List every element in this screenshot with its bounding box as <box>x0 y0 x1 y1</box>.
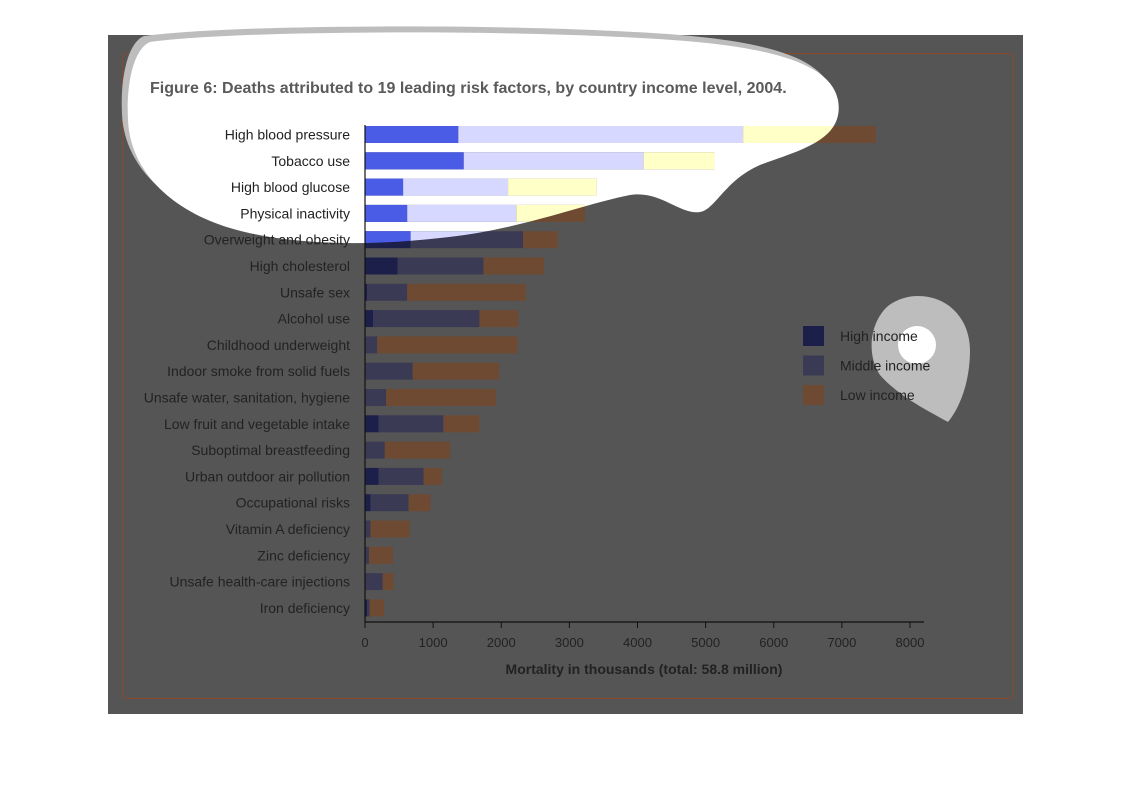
bar-highlight-high-income-4 <box>365 204 408 222</box>
bar-high-income-14 <box>365 467 379 485</box>
category-label-7: Unsafe sex <box>280 284 350 300</box>
category-label-4: Physical inactivity <box>240 205 350 221</box>
bar-highlight-low-income-3 <box>508 178 597 196</box>
category-label-5: Overweight and obesity <box>204 232 350 248</box>
lens-pin-hole <box>898 326 936 364</box>
bar-low-income-12 <box>443 415 480 433</box>
bar-low-income-19 <box>369 599 385 617</box>
bar-middle-income-18 <box>365 573 383 591</box>
bar-middle-income-14 <box>378 467 424 485</box>
bar-highlight-middle-income-4 <box>407 204 517 222</box>
bar-low-income-15 <box>408 494 431 512</box>
category-label-18: Unsafe health-care injections <box>169 574 350 590</box>
bar-low-income-7 <box>407 283 526 301</box>
bar-middle-income-9 <box>365 336 378 354</box>
bar-low-income-16 <box>370 520 410 538</box>
category-labels: High blood pressure Tobacco use High blood… <box>144 127 350 616</box>
category-label-2: Tobacco use <box>271 153 350 169</box>
x-tick-label-5: 5000 <box>691 635 720 650</box>
bar-middle-income-7 <box>367 283 408 301</box>
bar-middle-income-12 <box>378 415 444 433</box>
category-label-17: Zinc deficiency <box>257 547 350 563</box>
legend-swatch-middle-income <box>803 355 824 376</box>
bar-middle-income-6 <box>397 257 484 275</box>
bar-low-income-5 <box>523 231 558 249</box>
bar-low-income-18 <box>382 573 394 591</box>
bar-high-income-15 <box>365 494 371 512</box>
legend-label-low-income: Low income <box>840 387 915 403</box>
bar-highlight-high-income-3 <box>365 178 404 196</box>
x-tick-label-7: 7000 <box>827 635 856 650</box>
bar-low-income-14 <box>423 467 442 485</box>
bar-low-income-10 <box>412 362 500 380</box>
category-label-14: Urban outdoor air pollution <box>185 468 350 484</box>
bar-middle-income-8 <box>373 310 480 328</box>
x-tick-label-8: 8000 <box>896 635 925 650</box>
bar-low-income-11 <box>386 389 496 406</box>
category-label-19: Iron deficiency <box>260 600 350 616</box>
bar-low-income-8 <box>479 310 519 328</box>
x-tick-label-3: 3000 <box>555 635 584 650</box>
category-label-3: High blood glucose <box>231 179 350 195</box>
x-tick-label-2: 2000 <box>487 635 516 650</box>
bar-highlight-high-income-1 <box>365 126 459 143</box>
bar-middle-income-15 <box>370 494 409 512</box>
category-label-1: High blood pressure <box>225 127 351 143</box>
legend-swatch-low-income <box>803 385 824 405</box>
category-label-16: Vitamin A deficiency <box>226 521 350 537</box>
bar-middle-income-17 <box>365 546 370 564</box>
bar-highlight-middle-income-1 <box>458 126 744 143</box>
bar-middle-income-10 <box>365 362 413 380</box>
legend-swatch-high-income <box>803 326 824 346</box>
category-label-9: Childhood underweight <box>207 337 350 353</box>
bar-highlight-low-income-2 <box>643 152 715 170</box>
x-tick-label-6: 6000 <box>759 635 788 650</box>
chart-title: Figure 6: Deaths attributed to 19 leadin… <box>150 80 787 97</box>
bar-high-income-19 <box>365 599 368 617</box>
category-label-6: High cholesterol <box>250 258 350 274</box>
bar-middle-income-16 <box>365 520 371 538</box>
bar-middle-income-19 <box>367 599 370 617</box>
x-ticks: 0 1000 2000 3000 4000 5000 6000 7000 8000 <box>361 622 924 650</box>
bar-low-income-13 <box>384 441 451 459</box>
bar-low-income-9 <box>377 336 518 354</box>
category-label-8: Alcohol use <box>278 311 351 327</box>
x-tick-label-1: 1000 <box>419 635 448 650</box>
category-label-10: Indoor smoke from solid fuels <box>167 363 350 379</box>
bar-high-income-6 <box>365 257 398 275</box>
bar-highlight-middle-income-2 <box>463 152 644 170</box>
category-label-15: Occupational risks <box>236 495 350 511</box>
bar-highlight-middle-income-3 <box>403 178 509 196</box>
x-tick-label-0: 0 <box>361 635 368 650</box>
bar-highlight-high-income-2 <box>365 152 464 170</box>
bar-low-income-17 <box>369 546 393 564</box>
bars-group <box>365 126 876 617</box>
bar-highlight-low-income-1 <box>743 126 839 143</box>
bar-highlight-high-income-5 <box>365 231 411 244</box>
x-axis-title: Mortality in thousands (total: 58.8 mill… <box>506 661 783 677</box>
category-label-11: Unsafe water, sanitation, hygiene <box>144 390 350 406</box>
bar-middle-income-11 <box>365 389 387 406</box>
legend-label-high-income: High income <box>840 328 918 344</box>
x-tick-label-4: 4000 <box>623 635 652 650</box>
bar-low-income-6 <box>483 257 545 275</box>
bar-high-income-7 <box>365 283 368 301</box>
legend-label-middle-income: Middle income <box>840 358 930 374</box>
legend: High income Middle income Low income <box>803 326 930 405</box>
bar-high-income-8 <box>365 310 374 328</box>
bar-high-income-12 <box>365 415 379 433</box>
category-label-13: Suboptimal breastfeeding <box>191 442 350 458</box>
category-label-12: Low fruit and vegetable intake <box>164 416 350 432</box>
bar-middle-income-13 <box>365 441 385 459</box>
